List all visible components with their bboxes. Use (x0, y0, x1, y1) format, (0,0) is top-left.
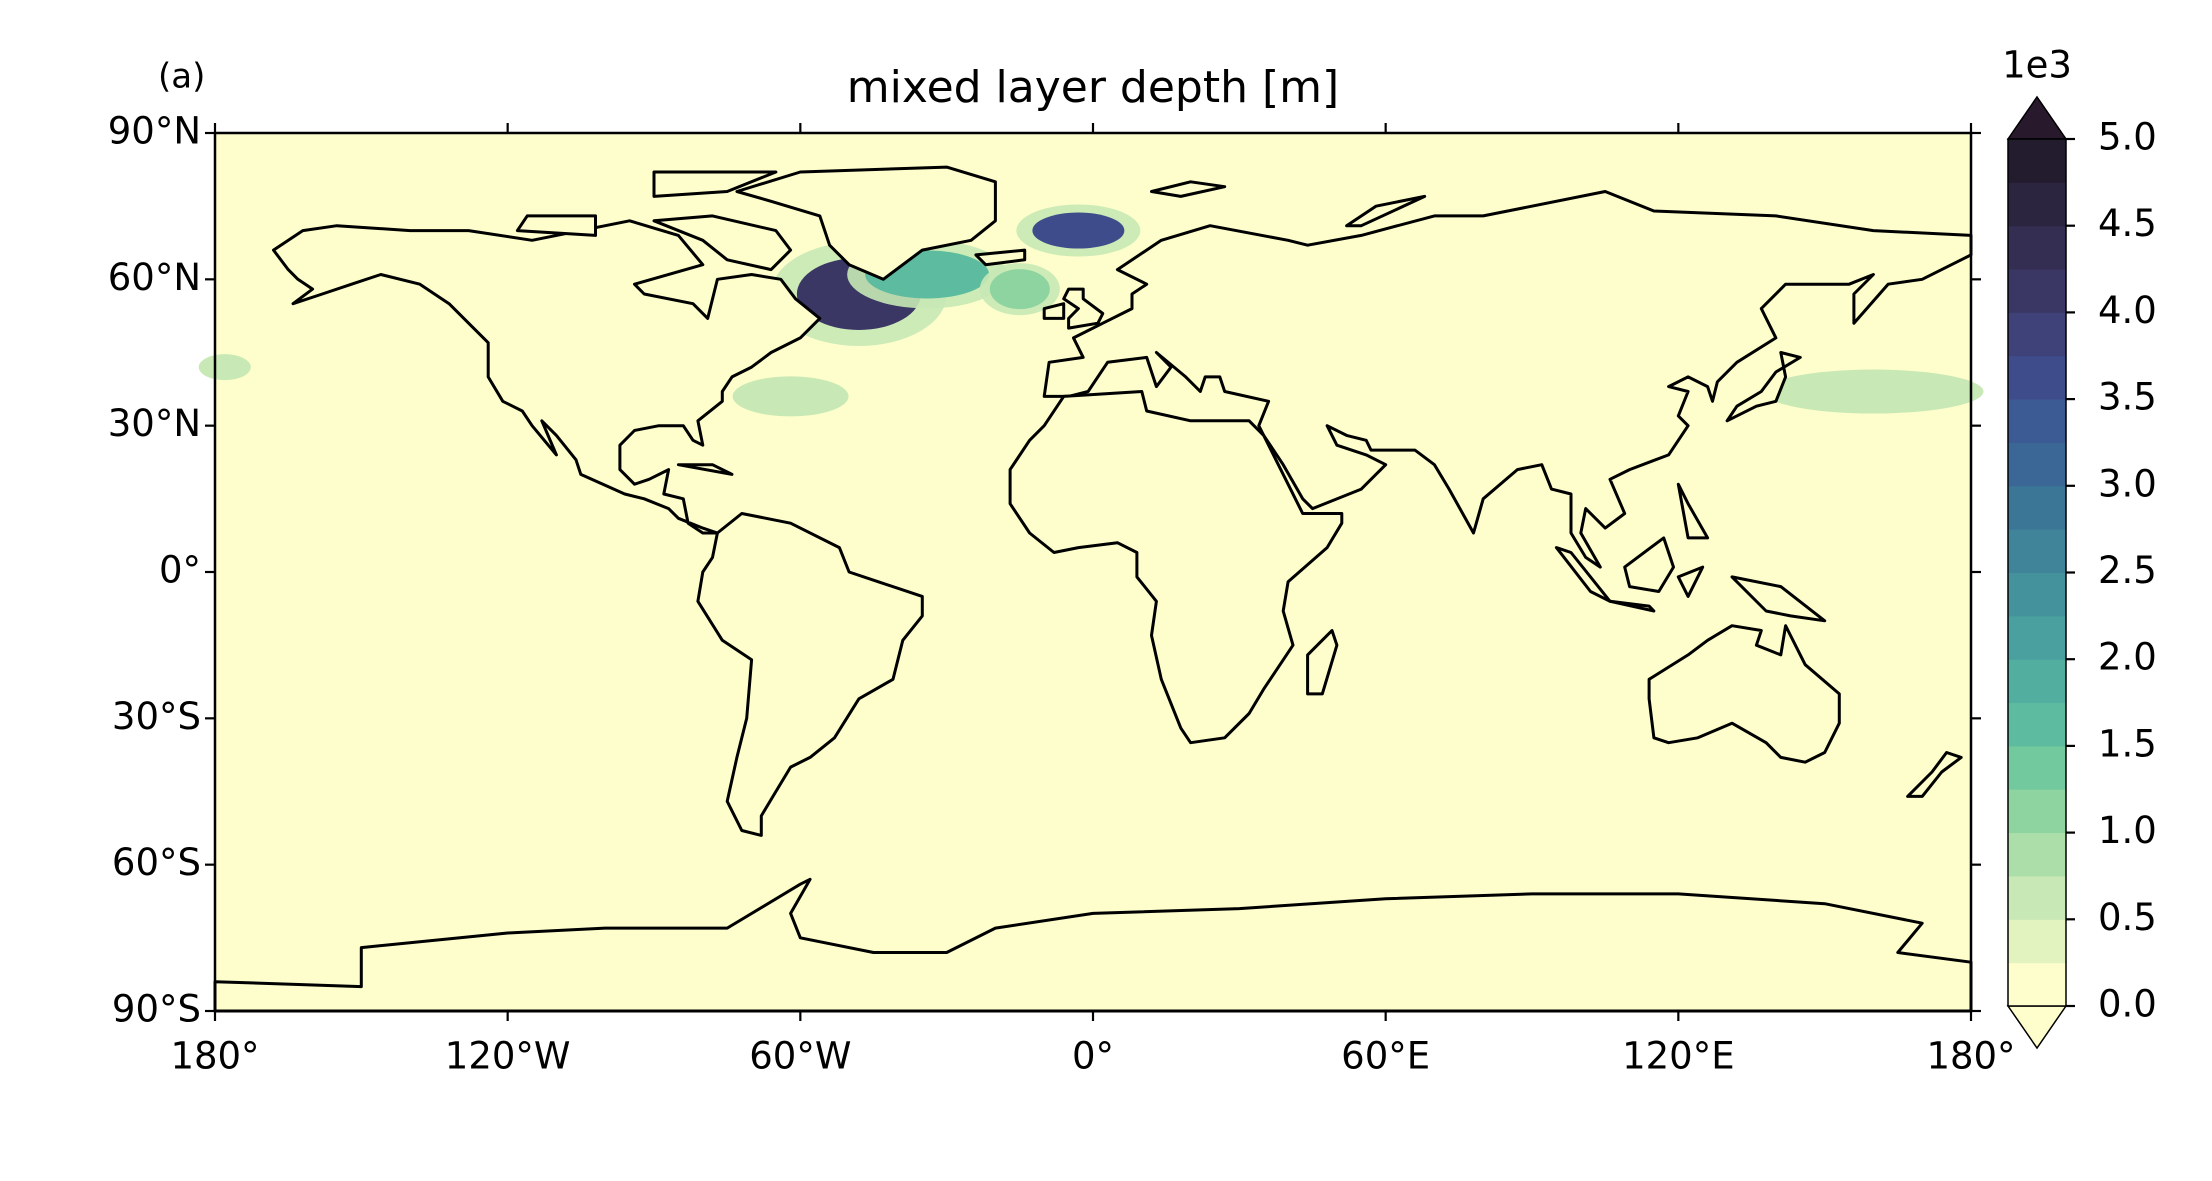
colorbar-band (2008, 615, 2066, 660)
coastline (515, 214, 597, 237)
coastline (676, 463, 734, 476)
x-tick-label: 60°W (749, 1035, 851, 1078)
colorbar-over (2006, 95, 2068, 140)
colorbar-tick-label: 3.5 (2098, 376, 2157, 419)
colorbar-band (2008, 399, 2066, 443)
colorbar-tick-label: 0.0 (2098, 983, 2157, 1026)
y-tick-label: 30°N (108, 402, 201, 445)
colorbar-band (2008, 919, 2066, 964)
coastline (1623, 536, 1675, 593)
colorbar-band (2008, 875, 2066, 920)
colorbar-tick-label: 1.5 (2098, 722, 2157, 765)
colorbar-tick-label: 2.0 (2098, 636, 2157, 679)
coastline (974, 248, 1027, 267)
colorbar-tick-label: 0.5 (2098, 896, 2157, 939)
x-tick-label: 120°E (1622, 1035, 1735, 1078)
coastline (735, 165, 997, 281)
coastline (1725, 351, 1802, 423)
colorbar-band (2008, 529, 2066, 573)
colorbar-band (2008, 745, 2066, 790)
colorbar-band (2008, 269, 2066, 313)
y-tick-label: 30°S (112, 695, 201, 738)
colorbar-band (2008, 659, 2066, 704)
colorbar-band (2008, 832, 2066, 877)
coastline (1906, 751, 1963, 798)
x-tick-label: 60°E (1341, 1035, 1430, 1078)
colorbar-band (2008, 442, 2066, 487)
coastline (213, 877, 1973, 1013)
x-tick-label: 120°W (445, 1035, 571, 1078)
mld-region (198, 354, 251, 381)
coastline (272, 219, 822, 535)
colorbar-band (2008, 139, 2066, 183)
colorbar-tick-label: 4.5 (2098, 202, 2157, 245)
coastline (1676, 482, 1710, 540)
colorbar-under (2006, 1005, 2068, 1050)
mld-region (989, 269, 1050, 310)
coastline (652, 170, 778, 198)
colorbar-band (2008, 312, 2066, 357)
mld-region (1032, 212, 1125, 249)
coastline (1008, 390, 1344, 745)
colorbar-band (2008, 962, 2066, 1007)
colorbar-band (2008, 485, 2066, 530)
colorbar-tick-label: 3.0 (2098, 462, 2157, 505)
x-tick-label: 180° (170, 1035, 259, 1078)
coastline (1042, 302, 1066, 320)
colorbar-tick-label: 4.0 (2098, 289, 2157, 332)
y-tick-label: 60°N (108, 256, 201, 299)
panel-label: (a) (158, 57, 205, 97)
colorbar-band (2008, 789, 2066, 834)
coastline (1608, 599, 1656, 613)
mld-region (732, 376, 849, 417)
coastline (1062, 287, 1105, 330)
chart-title: mixed layer depth [m] (847, 62, 1339, 113)
coastline (696, 512, 924, 837)
colorbar-band (2008, 572, 2066, 617)
coastline (1150, 180, 1227, 198)
colorbar: 0.0 0.5 1.0 1.5 2.0 2.5 3.0 3.5 4.0 4.5 5.0 1e3 (2002, 44, 2157, 1050)
colorbar-tick-label: 2.5 (2098, 549, 2157, 592)
coastline (1306, 629, 1339, 696)
coastline (652, 214, 793, 272)
y-tick-label: 60°S (112, 841, 201, 884)
coastline (1730, 575, 1827, 623)
y-tick-label: 0° (159, 549, 201, 592)
x-tick-label: 0° (1072, 1035, 1114, 1078)
coastline (1676, 565, 1705, 598)
colorbar-band (2008, 225, 2066, 270)
colorbar-offset-label: 1e3 (2002, 44, 2072, 87)
colorbar-band (2008, 355, 2066, 400)
colorbar-band (2008, 702, 2066, 747)
mld-region (1763, 369, 1984, 414)
map: 180° 120°W 60°W 0° 60°E 120°E 180°90°S60°S30°S… (108, 110, 2016, 1078)
coastline (1345, 194, 1427, 228)
y-tick-label: 90°N (108, 110, 201, 153)
x-tick-label: 180° (1926, 1035, 2015, 1078)
colorbar-tick-label: 5.0 (2098, 116, 2157, 159)
coastline (1042, 190, 1973, 569)
colorbar-band (2008, 182, 2066, 227)
y-tick-label: 90°S (112, 988, 201, 1031)
colorbar-tick-label: 1.0 (2098, 809, 2157, 852)
coastline (1647, 624, 1841, 764)
